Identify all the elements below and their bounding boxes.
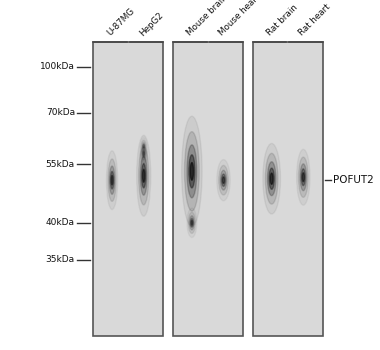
Ellipse shape — [143, 152, 144, 156]
Ellipse shape — [139, 147, 149, 205]
Text: POFUT2: POFUT2 — [333, 175, 374, 185]
Ellipse shape — [263, 144, 280, 214]
Ellipse shape — [142, 142, 145, 150]
Ellipse shape — [111, 172, 114, 189]
Bar — [93, 42, 163, 336]
Ellipse shape — [299, 157, 308, 197]
Text: 35kDa: 35kDa — [46, 255, 75, 264]
Ellipse shape — [269, 168, 274, 189]
Ellipse shape — [187, 145, 197, 198]
Ellipse shape — [140, 156, 147, 195]
Ellipse shape — [143, 145, 144, 148]
Bar — [173, 42, 243, 336]
Ellipse shape — [108, 159, 116, 201]
Ellipse shape — [268, 162, 276, 196]
Text: 55kDa: 55kDa — [46, 160, 75, 168]
Ellipse shape — [301, 169, 305, 186]
Ellipse shape — [265, 153, 278, 204]
Ellipse shape — [302, 173, 304, 182]
Ellipse shape — [220, 170, 227, 190]
Text: HepG2: HepG2 — [137, 10, 165, 38]
Ellipse shape — [188, 212, 195, 233]
Text: 40kDa: 40kDa — [46, 218, 75, 227]
Ellipse shape — [137, 135, 151, 216]
Text: U-87MG: U-87MG — [106, 7, 137, 38]
Ellipse shape — [109, 166, 115, 194]
Ellipse shape — [300, 164, 307, 191]
Ellipse shape — [142, 150, 145, 158]
Ellipse shape — [142, 169, 145, 182]
Ellipse shape — [185, 132, 199, 211]
Ellipse shape — [222, 174, 225, 186]
Ellipse shape — [182, 116, 202, 226]
Ellipse shape — [222, 177, 225, 183]
Text: Mouse heart: Mouse heart — [217, 0, 262, 38]
Ellipse shape — [190, 162, 193, 180]
Text: Mouse brain: Mouse brain — [185, 0, 230, 38]
Bar — [253, 42, 323, 336]
Ellipse shape — [142, 147, 146, 160]
Ellipse shape — [219, 165, 228, 195]
Ellipse shape — [190, 218, 193, 227]
Text: Rat heart: Rat heart — [297, 3, 332, 38]
Ellipse shape — [142, 164, 146, 188]
Text: 70kDa: 70kDa — [46, 108, 75, 117]
Ellipse shape — [141, 144, 147, 163]
Text: 100kDa: 100kDa — [40, 63, 75, 71]
Text: Rat brain: Rat brain — [265, 3, 300, 38]
Ellipse shape — [190, 216, 194, 230]
Ellipse shape — [143, 144, 145, 149]
Ellipse shape — [270, 173, 273, 184]
Ellipse shape — [111, 175, 113, 185]
Ellipse shape — [189, 155, 195, 188]
Ellipse shape — [191, 220, 193, 225]
